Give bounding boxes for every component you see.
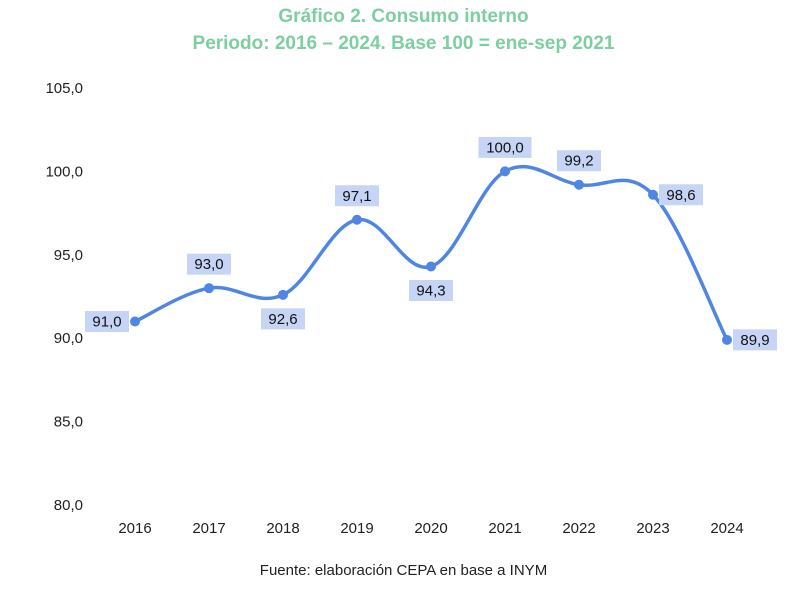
x-tick-label: 2023	[636, 520, 669, 537]
data-label-box	[335, 185, 379, 207]
data-point	[500, 166, 510, 177]
y-tick-label: 105,0	[45, 80, 83, 97]
data-point	[722, 334, 732, 345]
y-tick-label: 90,0	[54, 330, 83, 347]
data-point	[130, 316, 140, 327]
data-point	[352, 214, 362, 225]
x-tick-label: 2024	[710, 520, 743, 537]
series-consumo-interno	[130, 164, 732, 345]
data-point	[278, 289, 288, 300]
data-label: 91,0	[92, 314, 121, 331]
x-tick-label: 2016	[118, 520, 151, 537]
x-tick-label: 2020	[414, 520, 447, 537]
x-tick-label: 2021	[488, 520, 521, 537]
source-note: Fuente: elaboración CEPA en base a INYM	[259, 562, 548, 579]
data-label-box	[261, 308, 305, 330]
data-label: 100,0	[486, 139, 524, 156]
y-tick-label: 100,0	[45, 163, 83, 180]
data-label: 97,1	[342, 188, 371, 205]
y-tick-label: 80,0	[54, 497, 83, 514]
data-label: 89,9	[740, 332, 769, 349]
data-point	[426, 261, 436, 272]
data-label: 98,6	[666, 187, 695, 204]
data-label: 94,3	[416, 282, 445, 299]
data-label: 93,0	[194, 256, 223, 273]
data-point	[204, 283, 214, 294]
data-point	[648, 189, 658, 200]
data-label-box	[85, 311, 129, 333]
x-tick-label: 2022	[562, 520, 595, 537]
data-label-box	[478, 136, 532, 158]
data-label-box	[659, 184, 703, 206]
data-label-box	[733, 329, 777, 351]
data-label: 92,6	[268, 311, 297, 328]
data-point	[574, 179, 584, 190]
x-tick-label: 2019	[340, 520, 373, 537]
data-labels: 91,0 93,0 92,6 97,1 94,3 100,0 99,2 98,6 89,9	[85, 136, 777, 351]
data-label-box	[409, 279, 453, 301]
x-tick-label: 2017	[192, 520, 225, 537]
data-label: 99,2	[564, 153, 593, 170]
data-label-box	[187, 253, 231, 275]
y-tick-label: 85,0	[54, 414, 83, 431]
y-axis: 80,0 85,0 90,0 95,0 100,0 105,0	[45, 80, 83, 514]
series-line	[133, 164, 729, 342]
x-axis: 2016 2017 2018 2019 2020 2021 2022 2023 2024	[118, 520, 743, 537]
chart-title: Gráfico 2. Consumo interno	[278, 6, 529, 27]
chart-subtitle: Periodo: 2016 – 2024. Base 100 = ene-sep…	[192, 33, 615, 54]
x-tick-label: 2018	[266, 520, 299, 537]
y-tick-label: 95,0	[54, 247, 83, 264]
data-label-box	[557, 150, 601, 172]
